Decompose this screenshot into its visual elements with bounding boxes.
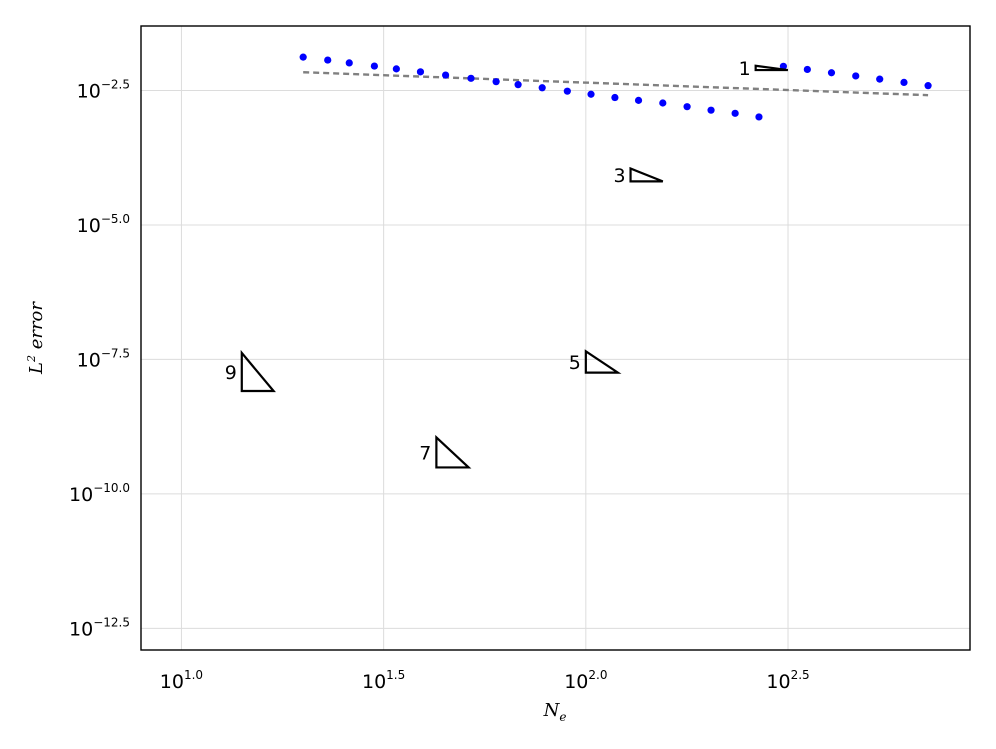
x-tick-base: 10	[160, 671, 184, 693]
slope-triangle-3	[629, 166, 664, 183]
x-axis-label: Ne	[543, 700, 567, 724]
y-tick-exp: −2.5	[101, 77, 130, 91]
y-tick-base: 10	[69, 484, 93, 506]
y-tick-label: 10−12.5	[69, 615, 130, 640]
y-tick-label: 10−10.0	[69, 481, 130, 506]
x-tick-exp: 1.0	[184, 668, 203, 682]
slope-triangle-1	[754, 64, 789, 72]
grid	[141, 26, 970, 650]
slope-triangle-9	[240, 349, 276, 393]
data-point	[563, 87, 571, 95]
data-point	[852, 72, 860, 80]
x-axis-label-sub: e	[559, 710, 566, 724]
y-tick-base: 10	[77, 349, 101, 371]
y-axis-label: L2 error	[25, 301, 47, 375]
data-point	[467, 74, 475, 82]
y-tick-labels: 10−2.510−5.010−7.510−10.010−12.5	[69, 77, 130, 640]
data-points	[299, 53, 932, 121]
y-axis-label-prefix: L	[26, 362, 47, 375]
y-tick-label: 10−2.5	[77, 77, 130, 102]
x-tick-label: 101.5	[362, 668, 405, 693]
y-tick-label: 10−5.0	[77, 212, 130, 237]
x-tick-base: 10	[362, 671, 386, 693]
data-point	[441, 71, 450, 79]
data-point	[416, 68, 425, 76]
data-point	[492, 78, 500, 86]
x-tick-exp: 2.5	[791, 668, 810, 682]
data-point	[538, 84, 546, 92]
data-point	[345, 59, 353, 67]
fit-lines	[303, 71, 929, 97]
y-tick-base: 10	[69, 618, 93, 640]
slope-triangle-label: 7	[419, 442, 431, 464]
data-point	[634, 96, 643, 104]
data-point	[876, 75, 884, 83]
y-tick-base: 10	[77, 80, 101, 102]
data-point	[731, 109, 739, 117]
y-tick-exp: −5.0	[101, 212, 130, 226]
x-tick-label: 102.0	[564, 668, 607, 693]
data-point	[900, 78, 908, 87]
data-point	[924, 82, 932, 90]
slope-triangle-5	[584, 349, 622, 374]
x-tick-base: 10	[564, 671, 588, 693]
y-axis-label-suffix: error	[26, 301, 47, 355]
y-tick-exp: −7.5	[101, 346, 130, 360]
data-point	[683, 103, 691, 111]
slope-triangle-label: 9	[225, 362, 237, 384]
slope-triangle-7	[435, 434, 472, 469]
plot-frame	[140, 25, 971, 651]
data-point	[803, 65, 811, 74]
y-tick-base: 10	[77, 215, 101, 237]
y-tick-label: 10−7.5	[77, 346, 130, 371]
data-point	[779, 62, 787, 70]
data-point	[611, 93, 619, 102]
x-tick-exp: 1.5	[386, 668, 405, 682]
x-tick-label: 101.0	[160, 668, 203, 693]
data-point	[587, 90, 595, 98]
x-tick-label: 102.5	[766, 668, 809, 693]
slope-triangle-label: 1	[739, 58, 751, 80]
x-tick-labels: 101.0 101.5 102.0 102.5	[160, 668, 810, 693]
slope-triangle-label: 5	[569, 352, 581, 374]
data-point	[392, 65, 400, 73]
slope-triangles: 1 3 5 7 9	[225, 58, 789, 469]
data-point	[659, 99, 667, 107]
slope-triangle-label: 3	[613, 165, 625, 187]
x-tick-base: 10	[766, 671, 790, 693]
y-axis-label-sup: 2	[25, 355, 38, 363]
y-tick-exp: −10.0	[93, 481, 130, 495]
fit-line-order-1	[303, 71, 929, 97]
data-point	[370, 62, 378, 70]
x-tick-exp: 2.0	[588, 668, 607, 682]
x-axis-label-base: N	[543, 700, 561, 721]
y-tick-exp: −12.5	[93, 615, 130, 629]
data-point	[299, 53, 307, 61]
data-point	[755, 113, 763, 121]
data-point	[514, 81, 522, 89]
data-point	[827, 69, 836, 77]
data-point	[324, 56, 332, 64]
data-point	[707, 106, 715, 114]
